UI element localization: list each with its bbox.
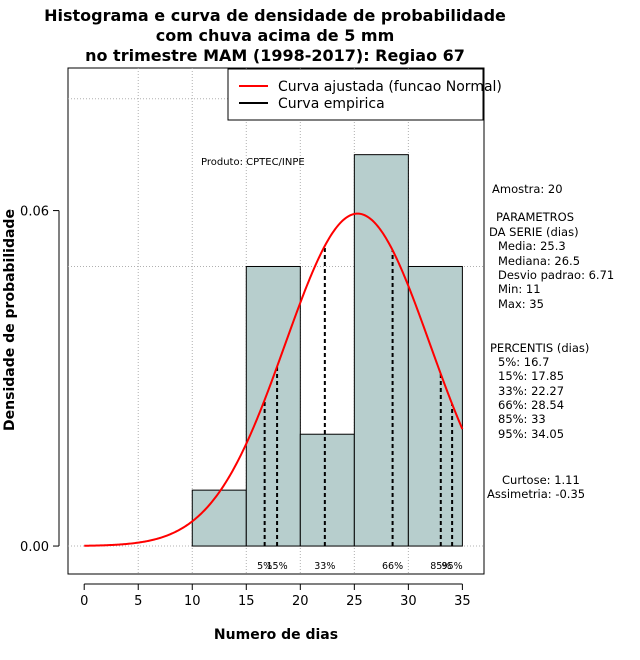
chart-title-line2: com chuva acima de 5 mm [156, 26, 395, 45]
x-tick-label: 30 [400, 594, 417, 609]
credit-text: Produto: CPTEC/INPE [201, 157, 305, 168]
x-tick-label: 20 [292, 594, 309, 609]
y-tick-label: 0.00 [20, 540, 49, 555]
stat-pct-title: PERCENTIS (dias) [490, 341, 589, 355]
normal-fit-curve [84, 212, 464, 547]
axes-layer: 0 5 10 15 20 25 30 35 0.00 0.06 [20, 205, 471, 609]
chart-title-line1: Histograma e curva de densidade de proba… [44, 6, 506, 25]
x-tick-label: 0 [80, 594, 88, 609]
stat-p5: 5%: 16.7 [498, 355, 549, 369]
percentile-label: 95% [442, 561, 463, 572]
legend-empirical-label: Curva empirica [278, 96, 385, 112]
x-tick-label: 10 [184, 594, 201, 609]
stat-p33: 33%: 22.27 [498, 384, 564, 398]
stat-sample: Amostra: 20 [492, 182, 563, 196]
stat-params-title2: DA SERIE (dias) [489, 225, 579, 239]
x-axis-title: Numero de dias [214, 627, 338, 643]
stats-panel: Amostra: 20 PARAMETROS DA SERIE (dias) M… [487, 182, 614, 501]
stat-mean: Media: 25.3 [498, 239, 566, 253]
histogram-bar [191, 489, 247, 547]
histogram-bar [245, 265, 301, 547]
stat-p15: 15%: 17.85 [498, 369, 564, 383]
x-tick-label: 15 [238, 594, 255, 609]
percentile-lines: 5%15% 33% 66% 85%95% [257, 245, 463, 572]
histogram-bar [299, 433, 355, 547]
y-axis-title: Densidade de probabilidade [2, 209, 18, 431]
stat-kurtosis: Curtose: 1.11 [502, 473, 580, 487]
stat-p95: 95%: 34.05 [498, 427, 564, 441]
stat-max: Max: 35 [498, 297, 544, 311]
x-tick-label: 25 [346, 594, 363, 609]
percentile-label: 15% [267, 561, 288, 572]
percentile-label: 5% [257, 561, 272, 572]
stat-sd: Desvio padrao: 6.71 [498, 268, 614, 282]
stat-min: Min: 11 [498, 282, 541, 296]
histogram-bars [191, 154, 463, 547]
stat-median: Mediana: 26.5 [498, 254, 580, 268]
stat-params-title1: PARAMETROS [496, 210, 574, 224]
y-tick-label: 0.06 [20, 205, 49, 220]
percentile-label: 85% [430, 561, 451, 572]
stat-p85: 85%: 33 [498, 412, 546, 426]
stat-skewness: Assimetria: -0.35 [487, 487, 585, 501]
legend-normal-label: Curva ajustada (funcao Normal) [278, 79, 502, 95]
histogram-bar [353, 154, 409, 547]
x-tick-label: 35 [454, 594, 471, 609]
legend-box [227, 68, 484, 121]
plot-frame [67, 67, 485, 575]
legend: Curva ajustada (funcao Normal) Curva emp… [227, 68, 502, 121]
percentile-label: 33% [314, 561, 335, 572]
stat-p66: 66%: 28.54 [498, 398, 564, 412]
x-tick-label: 5 [134, 594, 142, 609]
percentile-label: 66% [382, 561, 403, 572]
curves-layer [84, 212, 464, 547]
chart-title-line3: no trimestre MAM (1998-2017): Regiao 67 [85, 46, 465, 65]
